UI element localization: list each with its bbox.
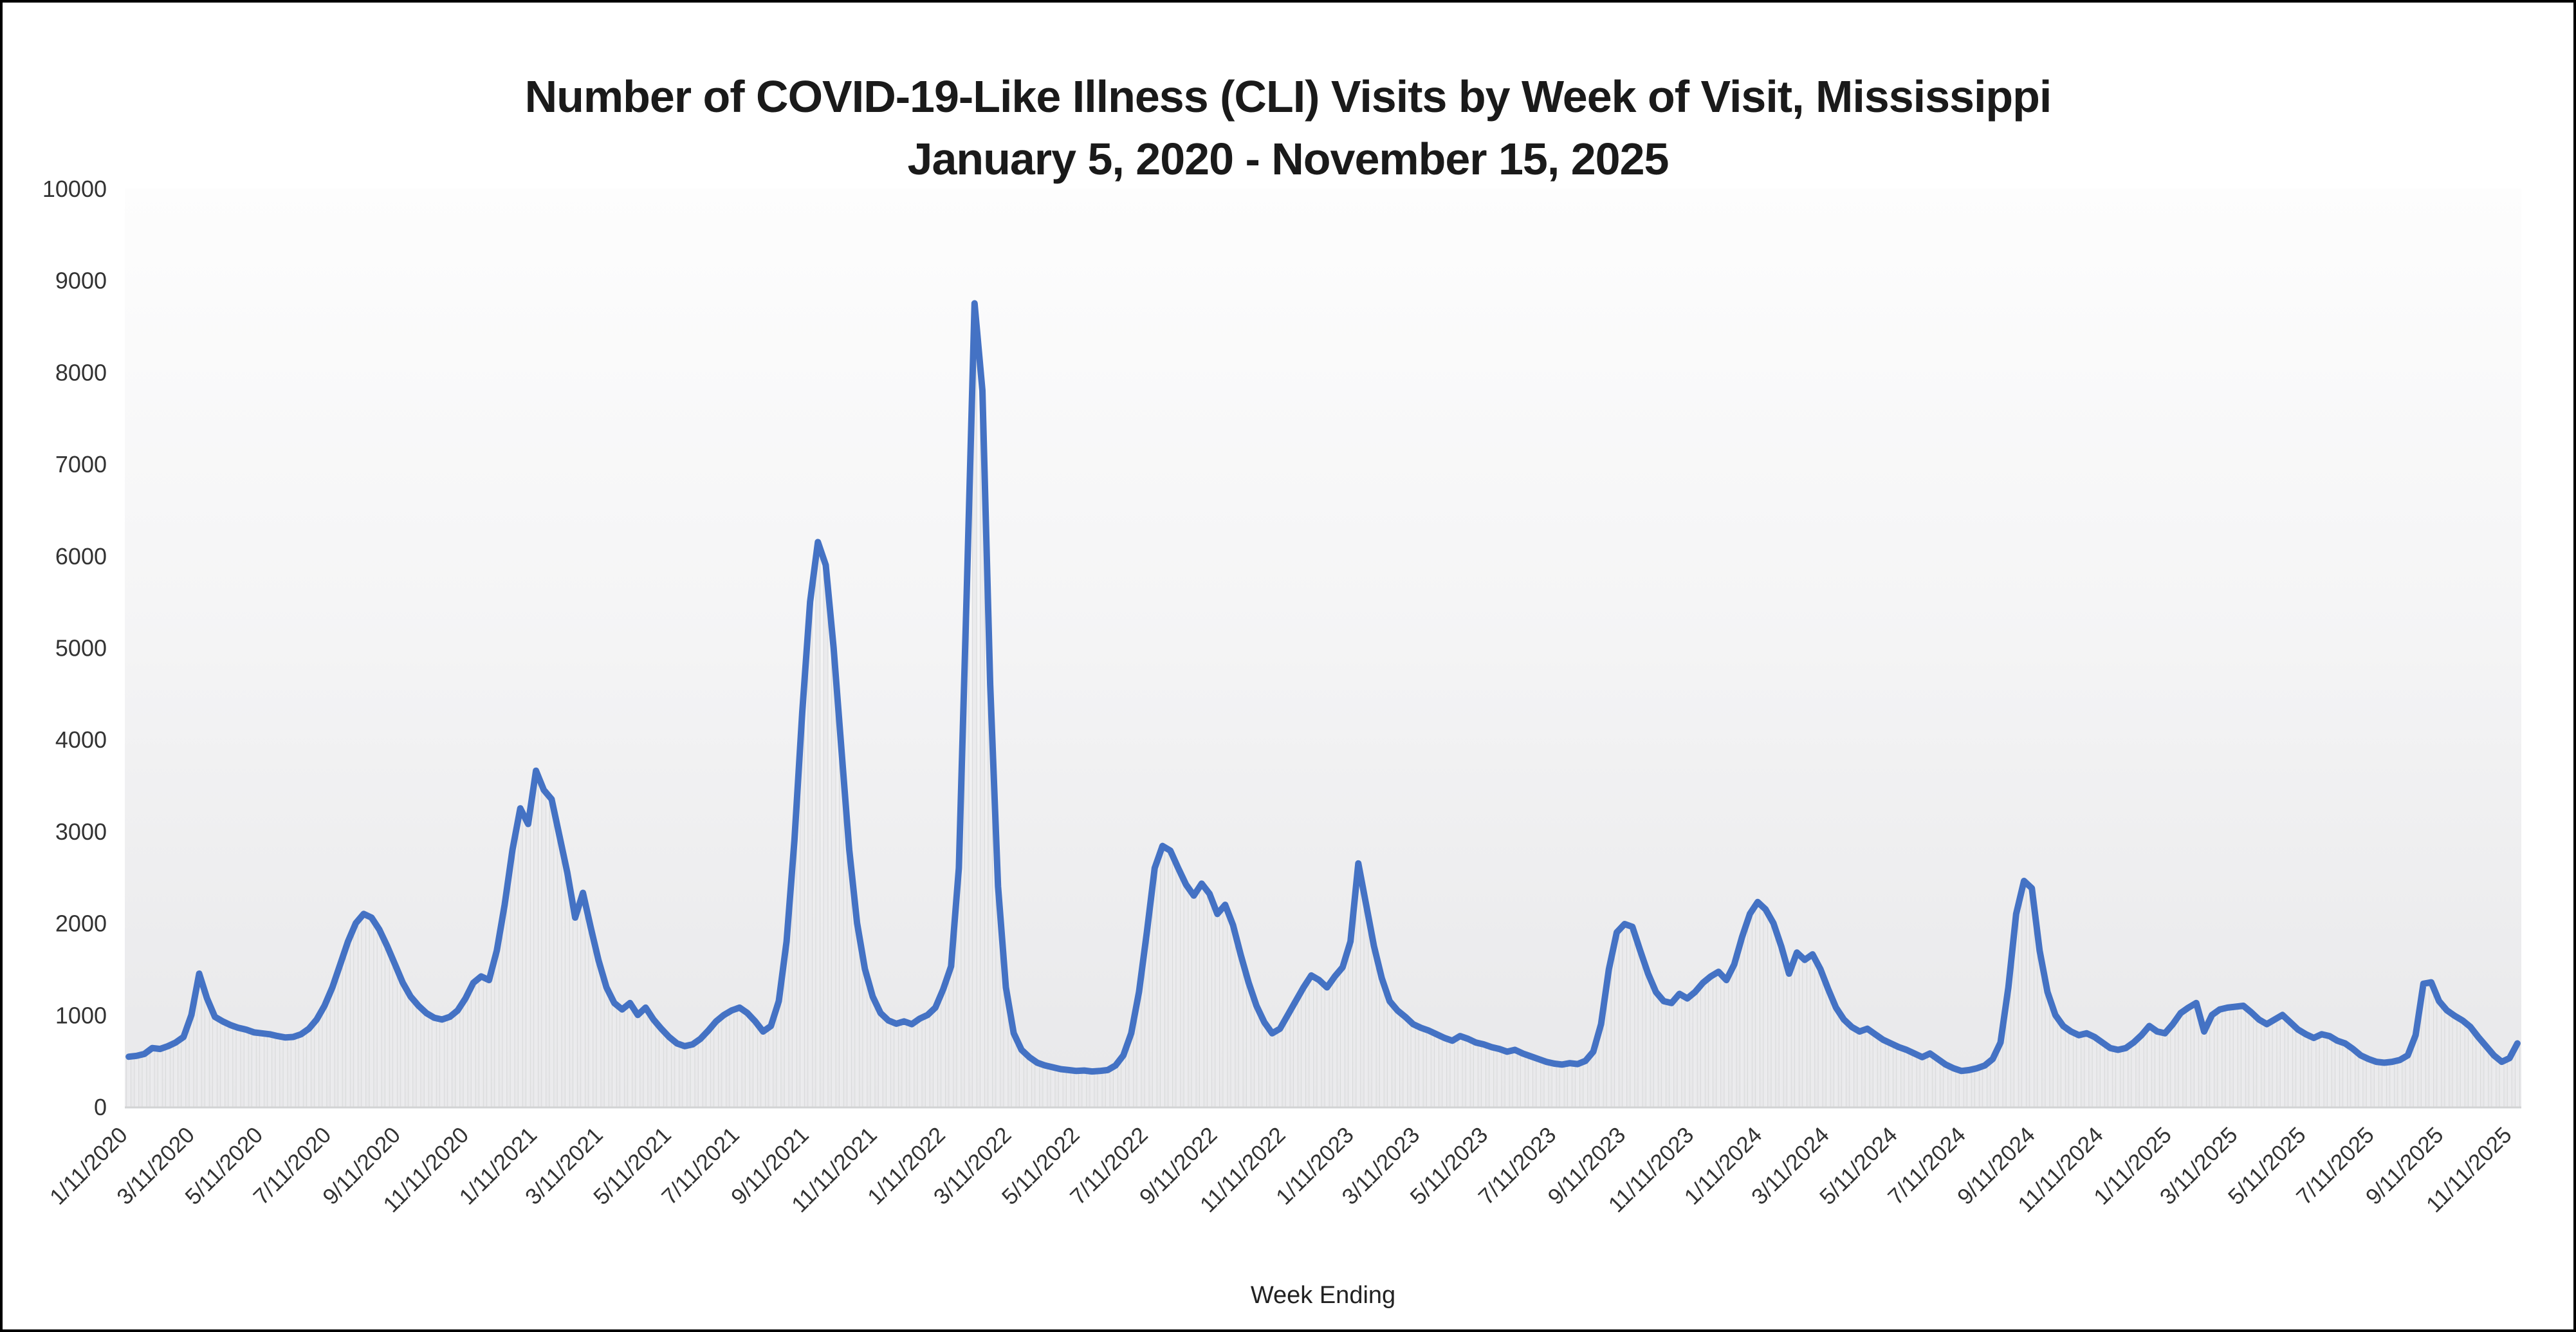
y-tick-label: 8000 bbox=[55, 359, 107, 385]
y-axis-labels: 0 1000 2000 3000 4000 5000 6000 7000 8000 9000 100… bbox=[42, 176, 107, 1120]
series-line bbox=[125, 300, 2521, 1075]
y-tick-label: 3000 bbox=[55, 819, 107, 845]
y-tick-label: 9000 bbox=[55, 268, 107, 294]
x-axis-title: Week Ending bbox=[1250, 1282, 1396, 1309]
plot-background bbox=[125, 189, 2521, 1107]
x-axis-labels: 1/11/20203/11/20205/11/20207/11/20209/11… bbox=[45, 1122, 2517, 1217]
y-tick-label: 10000 bbox=[42, 176, 107, 202]
y-tick-label: 2000 bbox=[55, 911, 107, 937]
y-tick-label: 4000 bbox=[55, 726, 107, 753]
weekly-bars bbox=[126, 302, 2520, 1107]
y-tick-label: 7000 bbox=[55, 451, 107, 477]
y-tick-label: 5000 bbox=[55, 635, 107, 661]
y-tick-label: 0 bbox=[94, 1094, 107, 1120]
chart-title-line1: Number of COVID-19-Like Illness (CLI) Vi… bbox=[524, 71, 2052, 122]
chart-title: Number of COVID-19-Like Illness (CLI) Vi… bbox=[3, 66, 2573, 190]
chart-title-line2: January 5, 2020 - November 15, 2025 bbox=[907, 133, 1670, 184]
cli-weekly-visits-chart: 0 1000 2000 3000 4000 5000 6000 7000 8000 9000 100… bbox=[42, 176, 2521, 1217]
y-tick-label: 1000 bbox=[55, 1002, 107, 1028]
y-tick-label: 6000 bbox=[55, 543, 107, 569]
